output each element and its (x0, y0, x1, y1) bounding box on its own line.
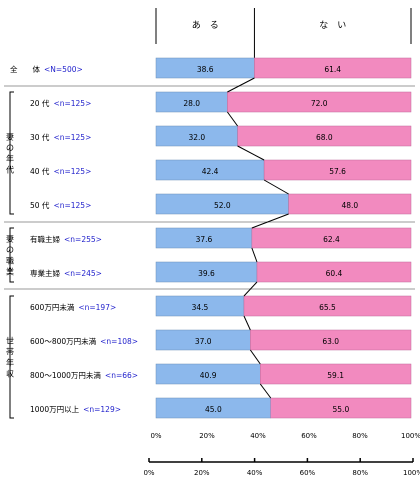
row-label: 50 代 <n=125> (30, 200, 91, 210)
value-label-nai: 65.5 (319, 303, 336, 312)
group-label-char: 帯 (6, 347, 14, 357)
bar-nai (256, 261, 412, 283)
value-label-nai: 59.1 (327, 371, 344, 380)
group-label-char: 業 (6, 267, 14, 277)
value-label-aru: 28.0 (183, 99, 200, 108)
bottom-tick-label: 40% (247, 469, 263, 477)
connector-line (251, 213, 289, 229)
bar-nai (227, 91, 412, 113)
connector-line (263, 179, 289, 195)
row-n-label: <n=129> (83, 405, 121, 414)
connector-line (243, 315, 251, 331)
x-tick-label: 0% (150, 432, 161, 440)
bar-nai (263, 159, 412, 181)
bottom-tick-label: 0% (143, 469, 154, 477)
value-label-nai: 72.0 (311, 99, 328, 108)
value-label-nai: 57.6 (329, 167, 346, 176)
series-label-aru: あ る (192, 20, 219, 31)
value-label-nai: 62.4 (323, 235, 340, 244)
value-label-nai: 63.0 (322, 337, 339, 346)
value-label-nai: 61.4 (324, 65, 341, 74)
bar-nai (251, 227, 412, 249)
row-n-label: <N=500> (44, 65, 83, 74)
group-label-char: 年 (6, 154, 14, 164)
value-label-aru: 42.4 (202, 167, 219, 176)
bottom-tick-label: 100% (403, 469, 420, 477)
value-label-aru: 38.6 (197, 65, 214, 74)
value-label-aru: 52.0 (214, 201, 231, 210)
value-label-aru: 37.6 (196, 235, 213, 244)
value-label-aru: 37.0 (195, 337, 212, 346)
bar-nai (270, 397, 412, 419)
group-label-char: 代 (6, 165, 14, 175)
connector-line (226, 111, 239, 127)
group-label-char: 収 (6, 369, 14, 379)
x-tick-label: 20% (199, 432, 215, 440)
group-label-char: の (6, 144, 14, 153)
row-n-label: <n=125> (53, 201, 91, 210)
group-label-char: 年 (6, 358, 14, 368)
row-label: 1000万円以上 <n=129> (30, 405, 121, 414)
bar-nai (250, 329, 412, 351)
bottom-tick-label: 20% (194, 469, 210, 477)
row-label: 全 体 <N=500> (10, 64, 83, 74)
bottom-tick-label: 60% (300, 469, 316, 477)
group-bracket (9, 295, 14, 419)
group-bracket (9, 91, 14, 215)
group-label: 世帯年収 (6, 336, 14, 379)
connector-line (249, 349, 261, 365)
row-n-label: <n=245> (64, 269, 102, 278)
value-label-aru: 39.6 (198, 269, 215, 278)
row-n-label: <n=125> (53, 167, 91, 176)
row-label: 20 代 <n=125> (30, 98, 91, 108)
value-label-aru: 40.9 (200, 371, 217, 380)
row-n-label: <n=125> (53, 133, 91, 142)
value-label-aru: 45.0 (205, 405, 222, 414)
row-n-label: <n=255> (64, 235, 102, 244)
row-label: 600～800万円未満 <n=108> (30, 336, 138, 346)
value-label-aru: 34.5 (192, 303, 209, 312)
connector-line (243, 281, 258, 297)
series-label-nai: な い (319, 20, 346, 31)
connector-line (237, 145, 265, 161)
bar-nai (243, 295, 412, 317)
row-label: 40 代 <n=125> (30, 166, 91, 176)
x-tick-label: 40% (250, 432, 266, 440)
value-label-aru: 32.0 (188, 133, 205, 142)
bottom-tick-label: 80% (352, 469, 368, 477)
group-label: 妻の年代 (6, 132, 14, 175)
row-label: 有職主婦 <n=255> (30, 234, 102, 244)
value-label-nai: 60.4 (326, 269, 343, 278)
x-tick-label: 80% (352, 432, 368, 440)
connector-line (251, 247, 258, 263)
row-n-label: <n=108> (100, 337, 138, 346)
connector-line (259, 383, 272, 399)
row-label: 30 代 <n=125> (30, 132, 91, 142)
row-label: 専業主婦 <n=245> (30, 268, 102, 278)
bar-nai (237, 125, 412, 147)
connector-line (227, 77, 255, 93)
bar-nai (260, 363, 412, 385)
group-label-char: 世 (6, 336, 14, 346)
x-tick-label: 100% (401, 432, 420, 440)
row-label: 800～1000万円未満 <n=66> (30, 370, 138, 380)
group-label-char: 職 (6, 257, 14, 266)
value-label-nai: 68.0 (316, 133, 333, 142)
row-label: 600万円未満 <n=197> (30, 302, 116, 312)
value-label-nai: 48.0 (341, 201, 358, 210)
row-n-label: <n=197> (78, 303, 116, 312)
group-label-char: 妻 (6, 132, 14, 142)
group-label-char: 妻 (6, 234, 14, 244)
x-tick-label: 60% (301, 432, 317, 440)
bar-nai (288, 193, 412, 215)
group-label-char: の (6, 246, 14, 255)
group-label: 妻の職業 (6, 234, 14, 277)
row-n-label: <n=66> (105, 371, 138, 380)
bar-nai (254, 57, 412, 79)
value-label-nai: 55.0 (333, 405, 350, 414)
row-n-label: <n=125> (53, 99, 91, 108)
group-bracket (9, 227, 14, 283)
